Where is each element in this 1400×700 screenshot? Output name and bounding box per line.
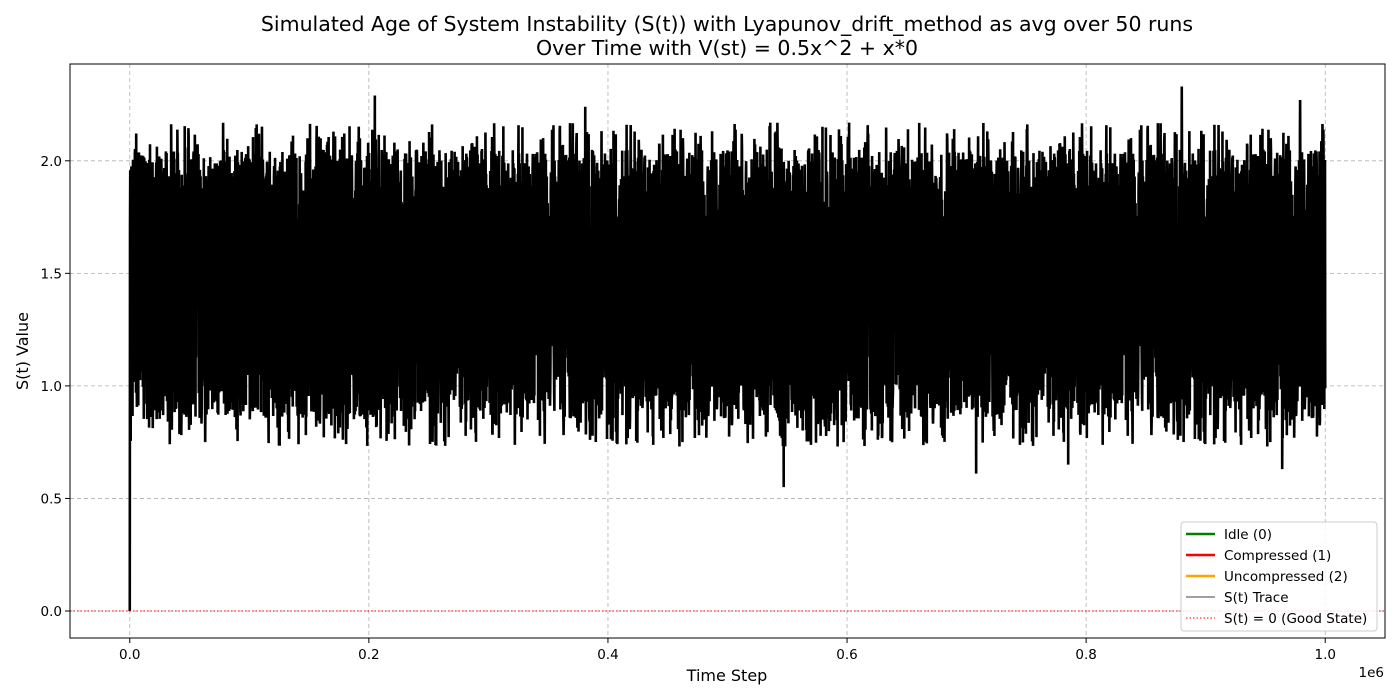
y-tick-label: 2.0 <box>41 154 62 170</box>
plot-area-frame <box>69 63 1386 639</box>
x-tick-label: 0.4 <box>597 647 618 663</box>
series-trace-group <box>128 86 1327 611</box>
y-tick-label: 1.5 <box>41 266 62 282</box>
x-tick-label: 0.2 <box>358 647 379 663</box>
y-tick-label: 0.0 <box>41 604 62 620</box>
y-tick-label: 1.0 <box>41 379 62 395</box>
title-line-2: Over Time with V(st) = 0.5x^2 + x*0 <box>536 36 918 60</box>
y-tick-label: 0.5 <box>41 491 62 507</box>
x-axis-label: Time Step <box>686 666 768 685</box>
x-tick-label: 1.0 <box>1314 647 1335 663</box>
x-axis-offset-label: 1e6 <box>1359 665 1384 681</box>
x-tick-label: 0.8 <box>1075 647 1096 663</box>
x-tick-label: 0.6 <box>836 647 857 663</box>
legend-label: Idle (0) <box>1224 527 1272 543</box>
legend-label: Compressed (1) <box>1224 548 1331 564</box>
y-axis-label: S(t) Value <box>13 312 32 390</box>
chart-title: Simulated Age of System Instability (S(t… <box>261 12 1193 60</box>
legend-box <box>1180 521 1378 632</box>
title-line-1: Simulated Age of System Instability (S(t… <box>261 12 1193 37</box>
axis-ticks: 0.0 0.2 0.4 0.6 0.8 1.0 0.0 0.5 1.0 1.5 2.0 <box>41 154 1336 663</box>
legend-label: S(t) Trace <box>1224 590 1289 606</box>
legend-label: Uncompressed (2) <box>1224 569 1348 585</box>
x-tick-label: 0.0 <box>119 647 140 663</box>
legend: Idle (0) Compressed (1) Uncompressed (2) S(… <box>1180 521 1378 632</box>
series-s-t-trace <box>128 86 1327 611</box>
legend-label: S(t) = 0 (Good State) <box>1224 611 1367 627</box>
